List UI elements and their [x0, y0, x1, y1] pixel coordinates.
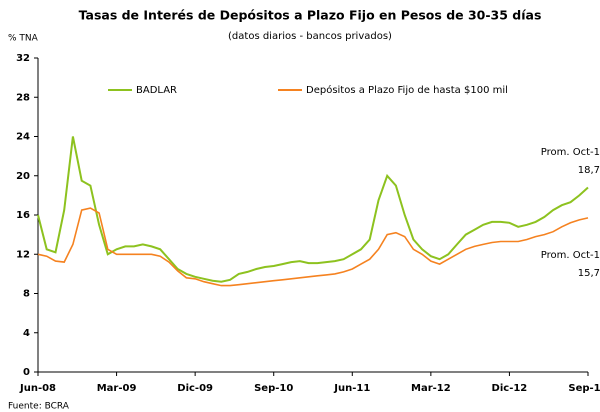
x-tick-label: Sep-13 [568, 383, 600, 394]
x-tick-label: Jun-08 [19, 383, 56, 394]
annotation: 18,7 [578, 165, 600, 176]
y-tick-label: 4 [23, 328, 30, 339]
chart-subtitle: (datos diarios - bancos privados) [228, 31, 392, 42]
y-tick-label: 24 [16, 132, 30, 143]
annotation: Prom. Oct-1 [541, 250, 600, 261]
annotation: Prom. Oct-1 [541, 147, 600, 158]
annotation: 15,7 [578, 268, 600, 279]
y-tick-label: 16 [16, 210, 30, 221]
series-line [37, 207, 589, 287]
source: Fuente: BCRA [8, 402, 70, 412]
x-tick-label: Dic-09 [177, 383, 213, 394]
x-tick-label: Sep-10 [254, 383, 293, 394]
chart-title: Tasas de Interés de Depósitos a Plazo Fi… [79, 8, 542, 23]
legend-label: BADLAR [136, 85, 177, 96]
y-tick-label: 28 [16, 92, 30, 103]
x-tick-label: Mar-09 [97, 383, 137, 394]
y-tick-label: 32 [16, 53, 30, 64]
y-tick-label: 0 [23, 367, 30, 378]
y-axis-label: % TNA [8, 34, 39, 44]
y-tick-label: 20 [16, 171, 30, 182]
x-tick-label: Mar-12 [411, 383, 451, 394]
x-tick-label: Jun-11 [333, 383, 370, 394]
y-tick-label: 12 [16, 249, 30, 260]
legend-label: Depósitos a Plazo Fijo de hasta $100 mil [306, 84, 508, 96]
x-tick-label: Dic-12 [492, 383, 528, 394]
y-tick-label: 8 [23, 289, 30, 300]
series-line [37, 136, 589, 283]
